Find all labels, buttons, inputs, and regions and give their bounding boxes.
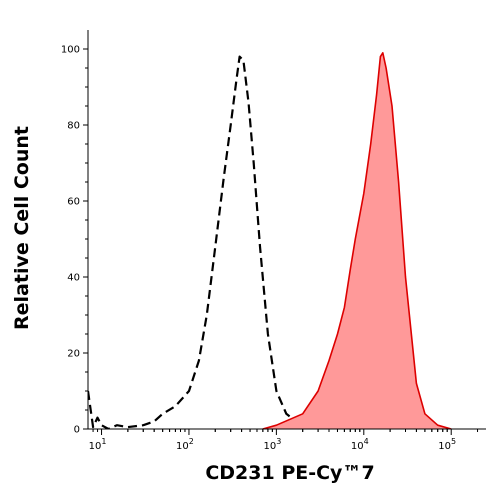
y-tick-label: 40: [67, 273, 80, 284]
x-tick-label: 102: [176, 437, 194, 452]
y-tick-label: 20: [67, 349, 80, 360]
tick-layer: 0 20 40 60 80 100 101 102 103 104 105: [61, 45, 479, 452]
axes-layer: [87, 30, 486, 430]
x-tick-label: 101: [89, 437, 107, 452]
y-tick-label: 100: [61, 45, 80, 56]
y-tick-label: 80: [67, 121, 80, 132]
y-tick-label: 0: [74, 425, 80, 436]
x-tick-label: 105: [438, 437, 456, 452]
y-axis-title: Relative Cell Count: [11, 126, 33, 330]
series-line-dashed: [88, 55, 330, 429]
y-tick-label: 60: [67, 197, 80, 208]
x-tick-label: 103: [263, 437, 281, 452]
series-fill-area: [262, 52, 452, 429]
x-axis-title: CD231 PE-Cy™7: [205, 462, 374, 484]
series-layer: [88, 52, 452, 429]
x-tick-label: 104: [351, 437, 369, 452]
series-line-filled: [262, 52, 452, 429]
